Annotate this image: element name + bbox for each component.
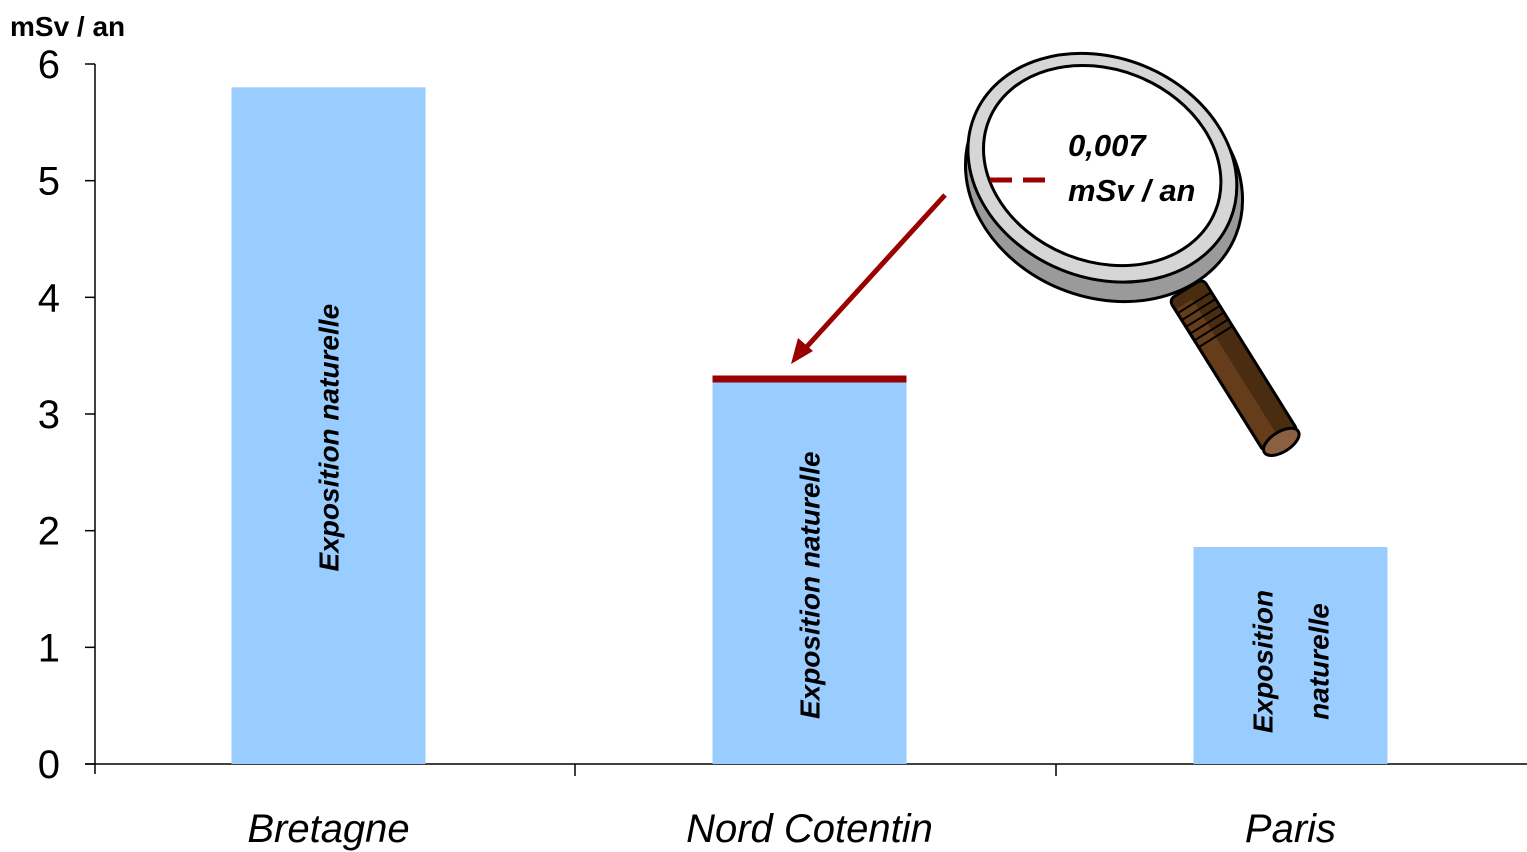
bars bbox=[231, 87, 1388, 765]
y-tick-label: 2 bbox=[38, 510, 60, 554]
category-label: Bretagne bbox=[247, 807, 409, 851]
annotation-unit: mSv / an bbox=[1068, 173, 1196, 208]
bar-label-line: Exposition naturelle bbox=[314, 304, 345, 572]
category-label: Paris bbox=[1245, 807, 1336, 851]
bar-label-line: Exposition naturelle bbox=[795, 451, 826, 719]
category-label: Nord Cotentin bbox=[686, 807, 933, 851]
annotation-arrow-head bbox=[791, 338, 813, 364]
bar-label-line: naturelle bbox=[1304, 603, 1335, 720]
y-tick-label: 3 bbox=[38, 393, 60, 437]
bar bbox=[231, 87, 426, 765]
y-tick-label: 5 bbox=[38, 160, 60, 204]
labels: Bretagne Exposition naturelle Nord Cotenti… bbox=[247, 304, 1336, 851]
bar bbox=[1193, 547, 1388, 764]
y-tick-label: 6 bbox=[38, 43, 60, 87]
annotation-value: 0,007 bbox=[1068, 128, 1147, 163]
magnifier-icon bbox=[963, 51, 1301, 457]
y-tick-label: 0 bbox=[38, 743, 60, 787]
y-axis-unit-label: mSv / an bbox=[10, 11, 125, 42]
bar-label: Exposition naturelle bbox=[314, 304, 345, 572]
y-tick-label: 4 bbox=[38, 276, 60, 320]
bar bbox=[712, 382, 907, 764]
bar-segment-industrial bbox=[712, 375, 907, 383]
bar-label-line: Exposition bbox=[1248, 590, 1279, 733]
bar-label: Exposition naturelle bbox=[795, 451, 826, 719]
annotation-arrow-shaft bbox=[800, 193, 947, 354]
y-tick-label: 1 bbox=[38, 626, 60, 670]
bar-label: Exposition naturelle bbox=[1248, 590, 1335, 733]
magnifier-annotation: 0,007 mSv / an bbox=[791, 51, 1301, 457]
